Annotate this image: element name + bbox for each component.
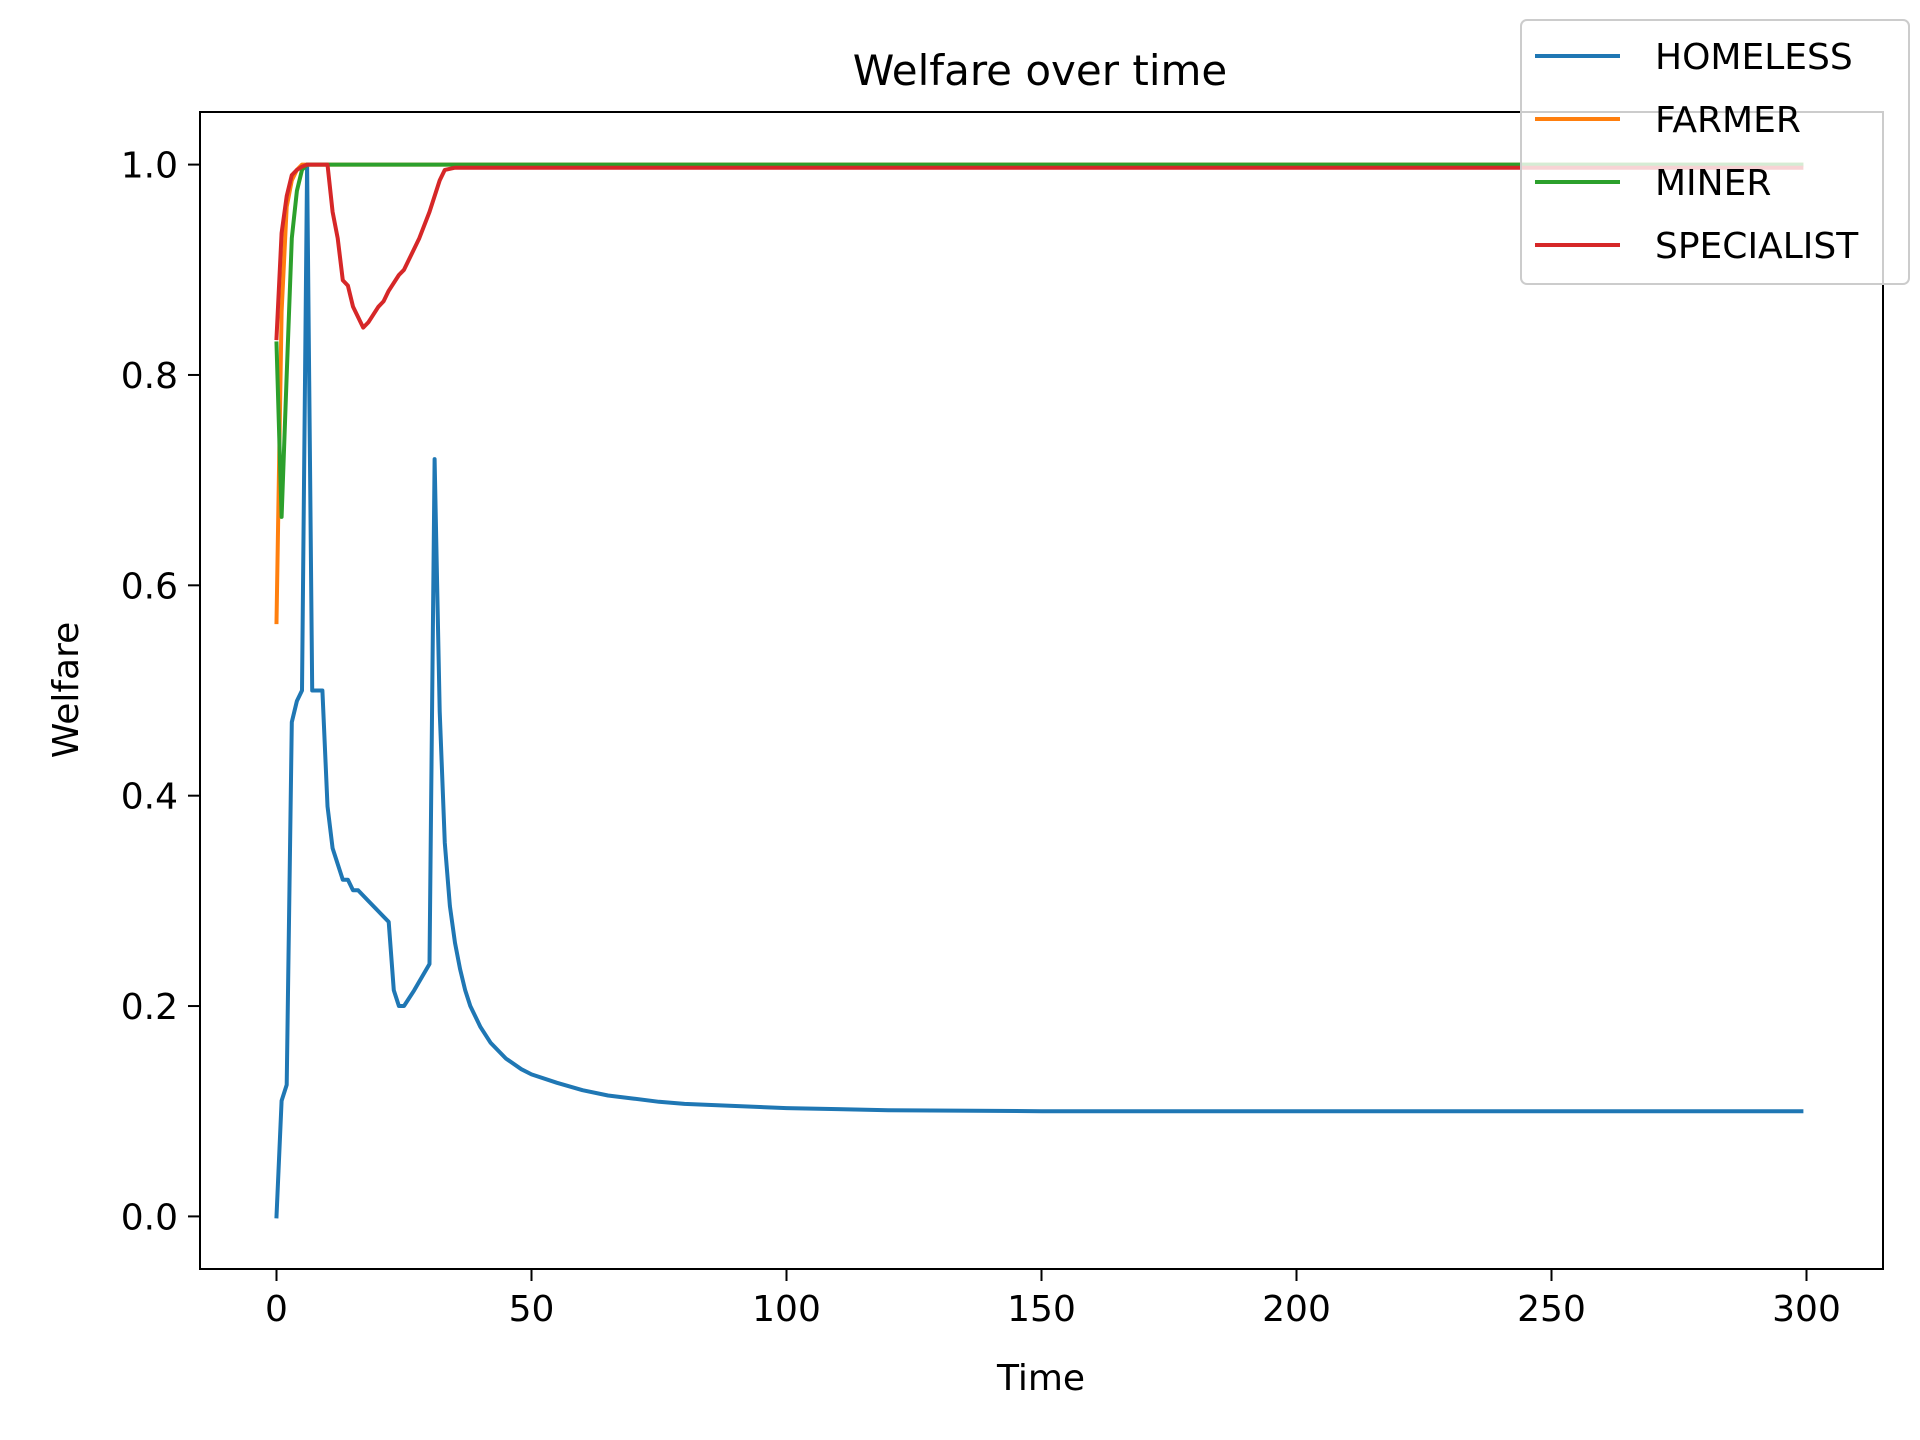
series-line-specialist <box>274 162 1804 341</box>
y-tick-label: 0.2 <box>121 987 178 1028</box>
y-tick-label: 1.0 <box>121 146 178 187</box>
x-tick-label: 300 <box>1772 1289 1841 1330</box>
legend-entries: HOMELESS FARMER MINER SPECIALIST <box>1535 37 1859 267</box>
series-line-homeless <box>274 162 1804 1219</box>
legend-box <box>1520 19 1910 285</box>
y-tick-label: 0.4 <box>121 777 178 818</box>
plot-lines <box>274 162 1804 1219</box>
x-tick-label: 0 <box>265 1289 288 1330</box>
x-tick-label: 50 <box>509 1289 555 1330</box>
x-tick-label: 200 <box>1262 1289 1331 1330</box>
x-tick-label: 150 <box>1007 1289 1076 1330</box>
legend: HOMELESS FARMER MINER SPECIALIST <box>1520 19 1910 285</box>
x-tick-label: 250 <box>1517 1289 1586 1330</box>
y-tick-label: 0.0 <box>121 1197 178 1238</box>
x-axis-label: Time <box>996 1358 1085 1399</box>
y-axis-ticks: 0.0 0.2 0.4 0.6 0.8 1.0 <box>121 146 200 1238</box>
x-axis-ticks: 0 50 100 150 200 250 300 <box>265 1269 1841 1330</box>
chart-title: Welfare over time <box>853 46 1228 95</box>
legend-label-miner: MINER <box>1655 163 1771 204</box>
plot-frame <box>199 111 1884 1270</box>
y-tick-label: 0.8 <box>121 356 178 397</box>
y-tick-label: 0.6 <box>121 566 178 607</box>
x-tick-label: 100 <box>752 1289 821 1330</box>
legend-label-specialist: SPECIALIST <box>1655 226 1859 267</box>
legend-label-homeless: HOMELESS <box>1655 37 1853 78</box>
legend-label-farmer: FARMER <box>1655 100 1801 141</box>
y-axis-label: Welfare <box>46 622 87 759</box>
